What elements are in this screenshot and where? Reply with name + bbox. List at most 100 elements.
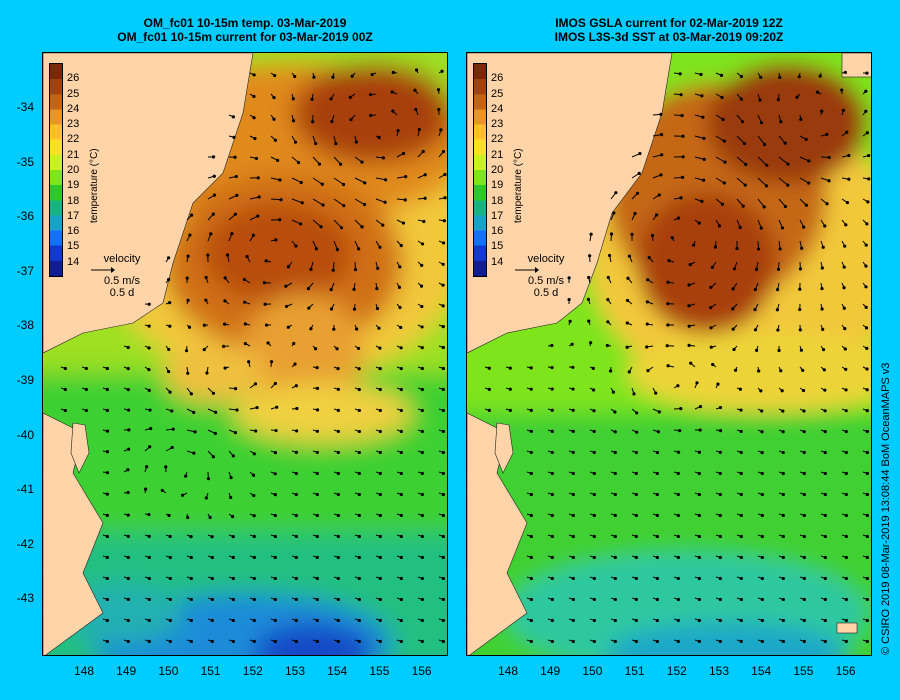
current-vector-head	[253, 382, 258, 386]
current-vector-head	[234, 174, 238, 179]
current-vector-head	[739, 597, 743, 602]
current-vector-head	[235, 408, 239, 412]
current-vector-head	[571, 450, 575, 455]
current-vector-head	[342, 204, 346, 208]
current-vector-head	[605, 343, 609, 348]
current-vector-head	[126, 408, 131, 412]
current-vector-head	[844, 367, 848, 371]
current-vector-head	[865, 513, 869, 518]
longitude-label: 151	[200, 664, 221, 678]
current-vector-head	[294, 597, 298, 602]
current-vector-head	[223, 276, 227, 280]
current-vector	[312, 219, 322, 228]
right-map[interactable]: 26 25 24 23 22 21 20 19 18 17 16 15 14 temperature (…	[466, 52, 872, 656]
current-vector-head	[206, 253, 210, 257]
current-vector-head	[252, 639, 256, 644]
current-vector-head	[202, 347, 206, 352]
current-vector	[354, 177, 365, 184]
current-vector-head	[823, 492, 827, 497]
current-vector-head	[567, 276, 571, 280]
current-vector-head	[273, 493, 277, 497]
current-vector-head	[414, 68, 419, 72]
current-vector-head	[681, 134, 685, 138]
current-vector-head	[214, 410, 218, 414]
current-vector-head	[170, 409, 174, 413]
current-vector-head	[571, 576, 575, 581]
current-vector-head	[821, 348, 826, 352]
current-vector-head	[309, 327, 313, 331]
current-vector-head	[825, 132, 829, 137]
current-vector-head	[702, 136, 706, 141]
current-vector-head	[378, 618, 382, 623]
longitude-label: 156	[835, 664, 856, 678]
current-vector-head	[865, 346, 869, 350]
current-vector-head	[697, 492, 701, 497]
current-vector-head	[738, 387, 743, 391]
current-vector-head	[233, 431, 238, 435]
current-vector-head	[550, 597, 554, 602]
current-vector-head	[529, 429, 533, 433]
current-vector-head	[63, 408, 67, 413]
current-vector-head	[667, 258, 671, 263]
current-vector-head	[679, 406, 683, 411]
current-vector-head	[843, 70, 847, 74]
current-vector-head	[357, 576, 361, 581]
velocity-scale: 0.5 m/s	[103, 275, 141, 287]
current-vector-head	[798, 328, 802, 332]
colorbar-tick-label: 25	[67, 87, 80, 100]
current-vector-head	[166, 256, 171, 260]
current-vector-head	[635, 411, 639, 415]
current-vector	[375, 177, 386, 181]
current-vector-head	[529, 387, 533, 391]
current-vector-head	[571, 365, 575, 369]
current-vector-head	[229, 495, 233, 500]
current-vector-head	[420, 346, 424, 350]
current-vector-head	[865, 639, 869, 644]
left-map[interactable]: 26 25 24 23 22 21 20 19 18 17 16 15 14 temperature (…	[42, 52, 448, 656]
current-vector-head	[126, 468, 130, 472]
current-vector-head	[349, 118, 353, 122]
current-vector-head	[779, 120, 783, 124]
current-vector-head	[264, 259, 268, 263]
current-vector-head	[255, 405, 259, 410]
current-vector-head	[823, 597, 827, 602]
current-vector-head	[626, 276, 630, 280]
current-vector-head	[422, 219, 426, 224]
current-vector-head	[168, 390, 172, 394]
current-vector-head	[420, 534, 424, 539]
current-vector-head	[286, 325, 290, 329]
current-vector-head	[357, 408, 361, 413]
colorbar-tick-label: 18	[67, 194, 80, 207]
colorbar-title: temperature (°C)	[89, 148, 100, 223]
current-vector	[354, 219, 363, 228]
current-vector-head	[842, 286, 846, 290]
current-vector	[778, 177, 789, 186]
current-vector-head	[189, 392, 193, 396]
current-vector-head	[147, 534, 151, 538]
current-vector-head	[231, 639, 235, 644]
current-vector-head	[278, 218, 282, 222]
current-vector-head	[168, 618, 172, 623]
current-vector	[375, 198, 386, 203]
current-vector-head	[638, 151, 642, 156]
current-vector	[757, 135, 766, 145]
current-vector-head	[711, 362, 715, 367]
current-vector-head	[800, 246, 804, 250]
current-vector-head	[274, 238, 278, 242]
current-vector-head	[807, 181, 811, 185]
current-vector-head	[676, 450, 681, 454]
latitude-label: -40	[16, 427, 34, 442]
current-vector-head	[550, 492, 554, 497]
current-vector-head	[419, 284, 424, 288]
current-vector-head	[147, 618, 151, 623]
current-vector-head	[613, 618, 617, 623]
current-vector-head	[571, 534, 575, 539]
current-vector-head	[251, 233, 256, 237]
current-vector-head	[242, 277, 247, 282]
current-vector-head	[739, 97, 743, 101]
current-vector-head	[647, 255, 651, 260]
current-vector	[799, 156, 810, 162]
current-vector-head	[273, 73, 277, 78]
current-vector-head	[571, 408, 575, 412]
current-vector-head	[105, 471, 110, 475]
